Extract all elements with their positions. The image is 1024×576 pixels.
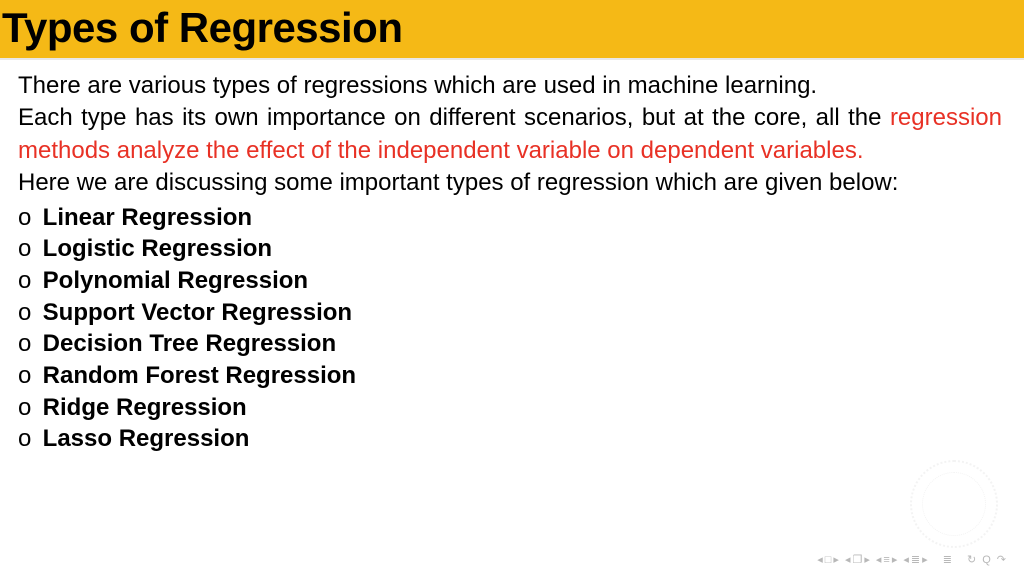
title-bar: Types of Regression xyxy=(0,0,1024,60)
list-item: o Logistic Regression xyxy=(18,233,1002,265)
nav-group-frame[interactable]: ◂ □ ▸ xyxy=(817,553,839,566)
list-bullet: o xyxy=(18,328,36,360)
list-label: Random Forest Regression xyxy=(43,362,356,389)
prev-arrow-icon: ◂ xyxy=(876,553,882,566)
appendix-icon[interactable]: ≣ xyxy=(943,553,952,566)
list-label: Lasso Regression xyxy=(43,425,250,452)
next-arrow-icon: ▸ xyxy=(833,553,839,566)
doc-icon: ≣ xyxy=(911,553,920,566)
prev-arrow-icon: ◂ xyxy=(817,553,823,566)
list-bullet: o xyxy=(18,392,36,424)
prev-arrow-icon: ◂ xyxy=(845,553,851,566)
list-item: o Ridge Regression xyxy=(18,392,1002,424)
list-bullet: o xyxy=(18,202,36,234)
frame-icon: □ xyxy=(825,554,832,566)
content-area: There are various types of regressions w… xyxy=(0,60,1024,455)
list-label: Decision Tree Regression xyxy=(43,330,336,357)
nav-group-subsection[interactable]: ◂ ❐ ▸ xyxy=(845,553,870,566)
back-icon[interactable]: ↻ xyxy=(967,553,976,566)
list-item: o Support Vector Regression xyxy=(18,297,1002,329)
intro-line-3: Here we are discussing some important ty… xyxy=(18,167,1002,199)
intro-line-1: There are various types of regressions w… xyxy=(18,70,1002,102)
page-title: Types of Regression xyxy=(0,4,1024,52)
subsection-icon: ❐ xyxy=(852,553,862,566)
list-label: Linear Regression xyxy=(43,204,252,231)
watermark-seal xyxy=(910,460,998,548)
list-item: o Random Forest Regression xyxy=(18,360,1002,392)
list-bullet: o xyxy=(18,360,36,392)
list-item: o Linear Regression xyxy=(18,202,1002,234)
intro-line-2-pre: Each type has its own importance on diff… xyxy=(18,104,890,131)
nav-group-doc[interactable]: ◂ ≣ ▸ xyxy=(903,553,927,566)
list-item: o Decision Tree Regression xyxy=(18,328,1002,360)
list-bullet: o xyxy=(18,423,36,455)
list-label: Ridge Regression xyxy=(43,394,247,421)
nav-group-section[interactable]: ◂ ≡ ▸ xyxy=(876,553,897,566)
list-bullet: o xyxy=(18,297,36,329)
list-item: o Lasso Regression xyxy=(18,423,1002,455)
search-icon[interactable]: Q xyxy=(982,554,991,566)
list-label: Support Vector Regression xyxy=(43,299,352,326)
list-label: Polynomial Regression xyxy=(43,267,308,294)
next-arrow-icon: ▸ xyxy=(922,553,928,566)
list-bullet: o xyxy=(18,265,36,297)
list-label: Logistic Regression xyxy=(43,235,272,262)
beamer-nav: ◂ □ ▸ ◂ ❐ ▸ ◂ ≡ ▸ ◂ ≣ ▸ ≣ ↻ Q ↷ xyxy=(817,553,1006,566)
section-icon: ≡ xyxy=(883,554,889,566)
list-item: o Polynomial Regression xyxy=(18,265,1002,297)
regression-list: o Linear Regression o Logistic Regressio… xyxy=(18,202,1002,455)
next-arrow-icon: ▸ xyxy=(892,553,898,566)
prev-arrow-icon: ◂ xyxy=(903,553,909,566)
watermark-inner xyxy=(922,472,986,536)
intro-line-2: Each type has its own importance on diff… xyxy=(18,102,1002,167)
next-arrow-icon: ▸ xyxy=(864,553,870,566)
list-bullet: o xyxy=(18,233,36,265)
forward-icon[interactable]: ↷ xyxy=(997,553,1006,566)
